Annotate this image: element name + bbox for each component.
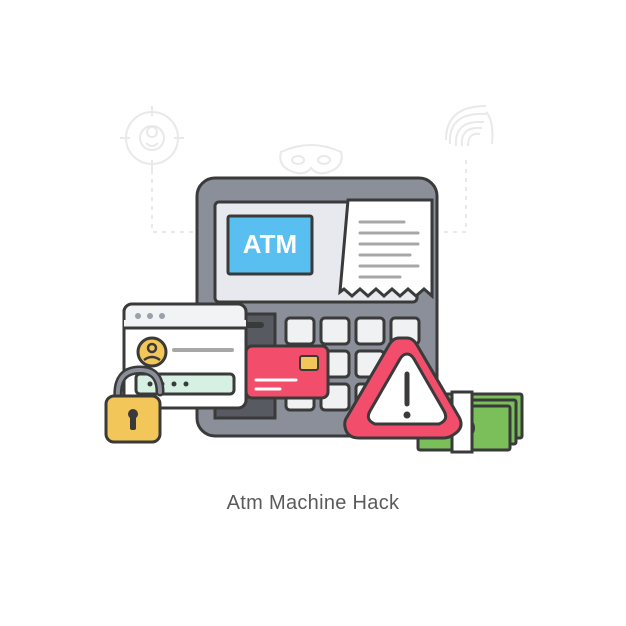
- atm-screen-label: ATM: [243, 229, 297, 259]
- mask-icon: [280, 145, 342, 173]
- fingerprint-icon: [446, 106, 492, 146]
- target-face-icon: [120, 106, 184, 170]
- illustration-svg: ATM: [0, 0, 626, 626]
- infographic-canvas: ATM: [0, 0, 626, 626]
- login-window: [124, 304, 246, 408]
- caption-text: Atm Machine Hack: [0, 492, 626, 515]
- credit-card-icon: [246, 346, 328, 398]
- receipt-icon: [340, 200, 432, 296]
